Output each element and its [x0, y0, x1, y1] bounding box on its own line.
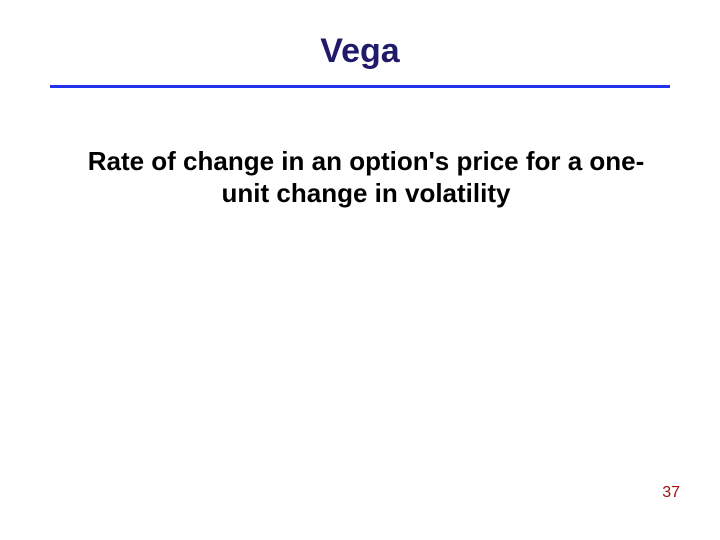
slide-title: Vega — [320, 32, 399, 71]
body-area: Rate of change in an option's price for … — [0, 88, 720, 209]
body-text: Rate of change in an option's price for … — [72, 146, 660, 209]
page-number: 37 — [662, 484, 680, 502]
slide: Vega Rate of change in an option's price… — [0, 0, 720, 540]
title-area: Vega — [0, 0, 720, 88]
